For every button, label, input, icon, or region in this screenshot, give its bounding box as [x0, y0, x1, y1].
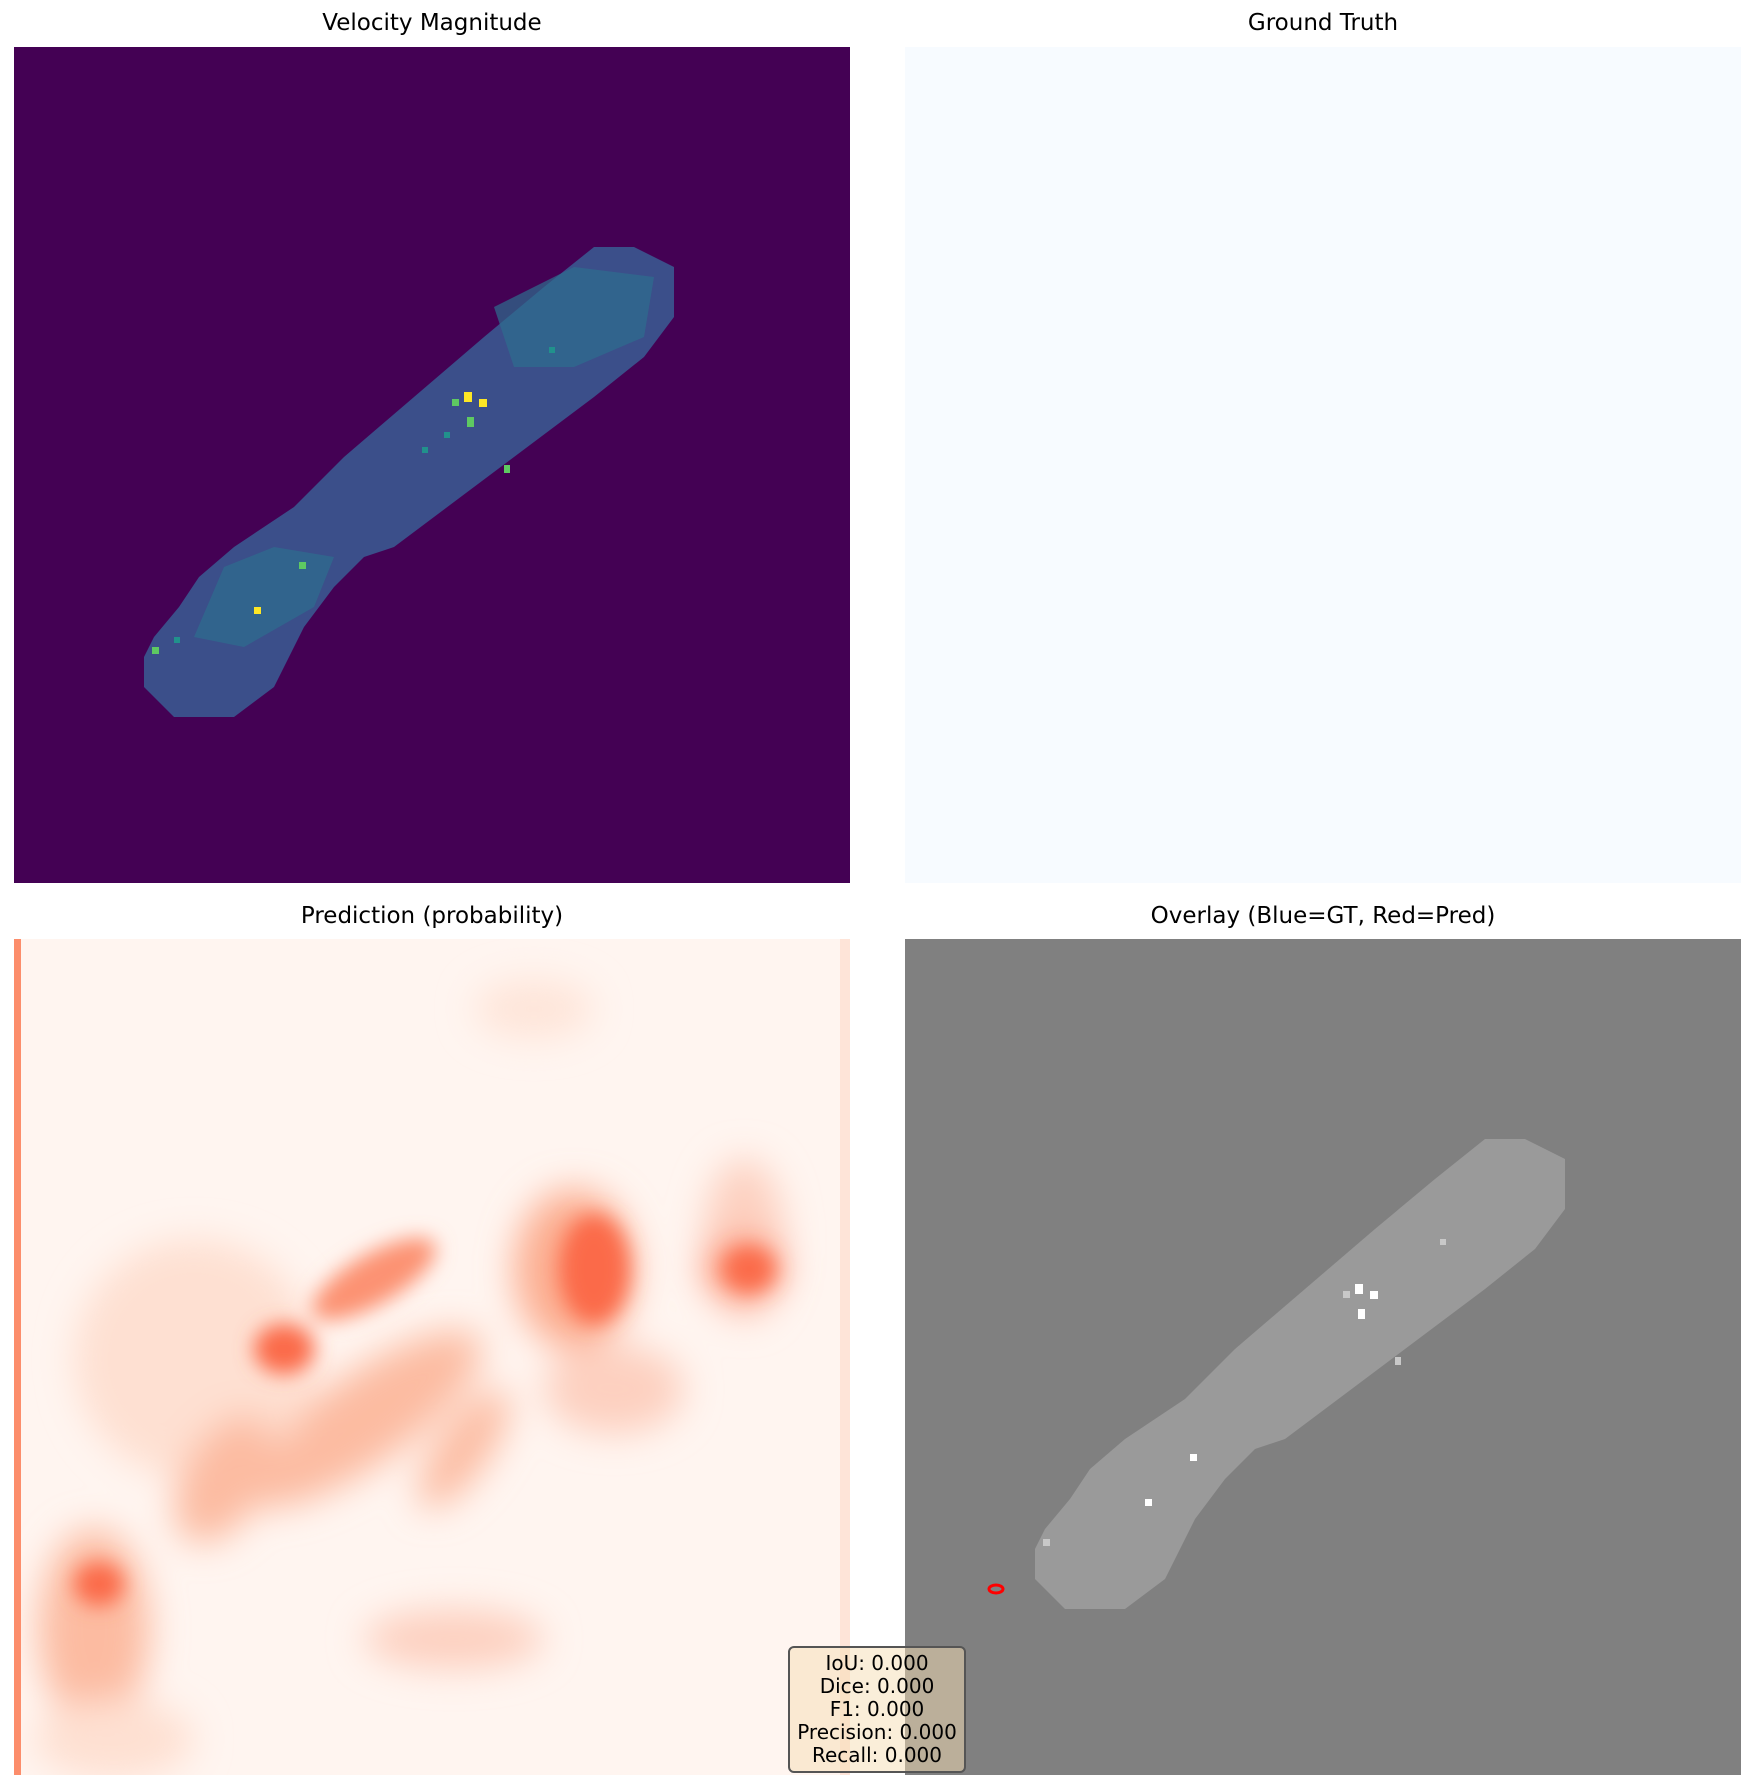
recall-metric: Recall: 0.000	[811, 1743, 943, 1767]
velocity-panel-title: Velocity Magnitude	[322, 10, 542, 36]
overlay-panel-title: Overlay (Blue=GT, Red=Pred)	[1150, 903, 1496, 929]
iou-metric: IoU: 0.000	[825, 1651, 929, 1675]
ground-truth-panel-title: Ground Truth	[1247, 10, 1399, 36]
precision-metric: Precision: 0.000	[797, 1720, 957, 1744]
dice-metric: Dice: 0.000	[819, 1674, 935, 1698]
ground-truth-image	[905, 47, 1741, 883]
f1-metric: F1: 0.000	[829, 1697, 925, 1721]
overlay-image	[905, 939, 1741, 1775]
prediction-contour	[987, 1583, 1005, 1595]
prediction-panel-title: Prediction (probability)	[300, 903, 564, 929]
velocity-magnitude-image	[14, 47, 850, 883]
prediction-probability-image	[14, 939, 850, 1775]
metrics-box: IoU: 0.000 Dice: 0.000 F1: 0.000 Precisi…	[788, 1646, 966, 1773]
